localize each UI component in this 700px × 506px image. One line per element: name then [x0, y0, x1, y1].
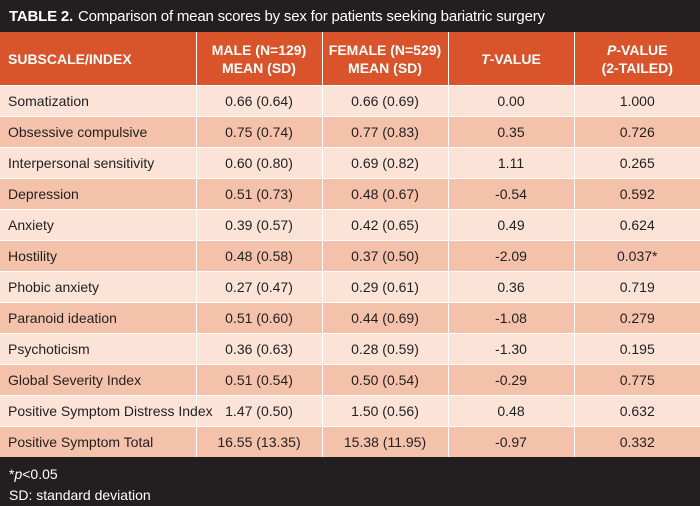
female-mean-sd: 0.48 (0.67) — [321, 178, 448, 210]
male-mean-sd: 1.47 (0.50) — [195, 395, 322, 427]
female-mean-sd: 0.77 (0.83) — [321, 116, 448, 148]
female-mean-sd: 0.50 (0.54) — [321, 364, 448, 396]
row-label: Psychoticism — [0, 333, 196, 365]
table-row: Anxiety 0.39 (0.57) 0.42 (0.65) 0.49 0.624 — [0, 209, 700, 241]
female-mean-sd: 0.66 (0.69) — [321, 85, 448, 117]
t-value: 0.36 — [447, 271, 574, 303]
male-mean-sd: 0.51 (0.60) — [195, 302, 322, 334]
header-female: FEMALE (N=529) MEAN (SD) — [321, 32, 448, 86]
header-male: MALE (N=129) MEAN (SD) — [195, 32, 322, 86]
row-label: Global Severity Index — [0, 364, 196, 396]
t-value: 0.35 — [447, 116, 574, 148]
row-label: Interpersonal sensitivity — [0, 147, 196, 179]
header-male-line1: MALE (N=129) — [211, 41, 307, 58]
header-p-value: P-VALUE (2-TAILED) — [573, 32, 700, 86]
p-value: 0.195 — [573, 333, 700, 365]
header-subscale: SUBSCALE/INDEX — [0, 32, 196, 86]
t-value: -0.54 — [447, 178, 574, 210]
table-row: Hostility 0.48 (0.58) 0.37 (0.50) -2.09 0.03… — [0, 240, 700, 272]
table-row: Obsessive compulsive 0.75 (0.74) 0.77 (0.8… — [0, 116, 700, 148]
t-value: 1.11 — [447, 147, 574, 179]
table-row: Positive Symptom Distress Index 1.47 (0.5… — [0, 395, 700, 427]
t-value: 0.00 — [447, 85, 574, 117]
p-value: 0.037* — [573, 240, 700, 272]
table-row: Psychoticism 0.36 (0.63) 0.28 (0.59) -1.30 0… — [0, 333, 700, 365]
p-value: 0.719 — [573, 271, 700, 303]
p-value: 0.632 — [573, 395, 700, 427]
header-p-rest: -VALUE — [616, 41, 668, 58]
female-mean-sd: 0.29 (0.61) — [321, 271, 448, 303]
male-mean-sd: 0.66 (0.64) — [195, 85, 322, 117]
male-mean-sd: 0.51 (0.73) — [195, 178, 322, 210]
female-mean-sd: 0.42 (0.65) — [321, 209, 448, 241]
male-mean-sd: 0.48 (0.58) — [195, 240, 322, 272]
header-female-line1: FEMALE (N=529) — [328, 41, 442, 58]
header-t-rest: -VALUE — [489, 50, 541, 67]
male-mean-sd: 16.55 (13.35) — [195, 426, 322, 457]
t-value: -0.97 — [447, 426, 574, 457]
male-mean-sd: 0.27 (0.47) — [195, 271, 322, 303]
p-value: 0.775 — [573, 364, 700, 396]
p-value: 0.265 — [573, 147, 700, 179]
table-row: Depression 0.51 (0.73) 0.48 (0.67) -0.54 0.5… — [0, 178, 700, 210]
row-label: Obsessive compulsive — [0, 116, 196, 148]
table-row: Somatization 0.66 (0.64) 0.66 (0.69) 0.00 1.… — [0, 85, 700, 117]
p-value: 1.000 — [573, 85, 700, 117]
header-t-value: T-VALUE — [447, 32, 574, 86]
p-value: 0.279 — [573, 302, 700, 334]
p-value: 0.332 — [573, 426, 700, 457]
female-mean-sd: 1.50 (0.56) — [321, 395, 448, 427]
female-mean-sd: 0.69 (0.82) — [321, 147, 448, 179]
row-label: Hostility — [0, 240, 196, 272]
male-mean-sd: 0.60 (0.80) — [195, 147, 322, 179]
male-mean-sd: 0.36 (0.63) — [195, 333, 322, 365]
header-male-line2: MEAN (SD) — [222, 59, 296, 76]
header-p-italic: P — [607, 41, 617, 58]
t-value: -1.08 — [447, 302, 574, 334]
t-value: -1.30 — [447, 333, 574, 365]
header-row: SUBSCALE/INDEX MALE (N=129) MEAN (SD) FE… — [0, 32, 700, 86]
female-mean-sd: 0.37 (0.50) — [321, 240, 448, 272]
male-mean-sd: 0.51 (0.54) — [195, 364, 322, 396]
t-value: -0.29 — [447, 364, 574, 396]
header-t-italic: T — [481, 50, 490, 67]
table-row: Paranoid ideation 0.51 (0.60) 0.44 (0.69) -… — [0, 302, 700, 334]
data-table: SUBSCALE/INDEX MALE (N=129) MEAN (SD) FE… — [0, 32, 700, 457]
header-p-line2: (2-TAILED) — [601, 59, 673, 76]
table-row: Interpersonal sensitivity 0.60 (0.80) 0.69… — [0, 147, 700, 179]
header-female-line2: MEAN (SD) — [348, 59, 422, 76]
t-value: 0.48 — [447, 395, 574, 427]
table-row: Global Severity Index 0.51 (0.54) 0.50 (0.… — [0, 364, 700, 396]
caption-label: TABLE 2. — [9, 7, 73, 25]
t-value: 0.49 — [447, 209, 574, 241]
row-label: Positive Symptom Distress Index — [0, 395, 213, 427]
footnote-sd: SD: standard deviation — [9, 487, 151, 503]
male-mean-sd: 0.75 (0.74) — [195, 116, 322, 148]
row-label: Positive Symptom Total — [0, 426, 196, 457]
footnote-significance: *p<0.05 — [9, 466, 58, 482]
p-value: 0.726 — [573, 116, 700, 148]
p-value: 0.624 — [573, 209, 700, 241]
caption-text: Comparison of mean scores by sex for pat… — [77, 7, 545, 25]
female-mean-sd: 0.28 (0.59) — [321, 333, 448, 365]
row-label: Anxiety — [0, 209, 196, 241]
row-label: Depression — [0, 178, 196, 210]
row-label: Paranoid ideation — [0, 302, 196, 334]
row-label: Somatization — [0, 85, 196, 117]
female-mean-sd: 15.38 (11.95) — [321, 426, 448, 457]
p-value: 0.592 — [573, 178, 700, 210]
row-label: Phobic anxiety — [0, 271, 196, 303]
male-mean-sd: 0.39 (0.57) — [195, 209, 322, 241]
table-row: Positive Symptom Total 16.55 (13.35) 15.38… — [0, 426, 700, 457]
table-row: Phobic anxiety 0.27 (0.47) 0.29 (0.61) 0.36… — [0, 271, 700, 303]
female-mean-sd: 0.44 (0.69) — [321, 302, 448, 334]
t-value: -2.09 — [447, 240, 574, 272]
table-caption: TABLE 2. Comparison of mean scores by se… — [0, 0, 700, 32]
